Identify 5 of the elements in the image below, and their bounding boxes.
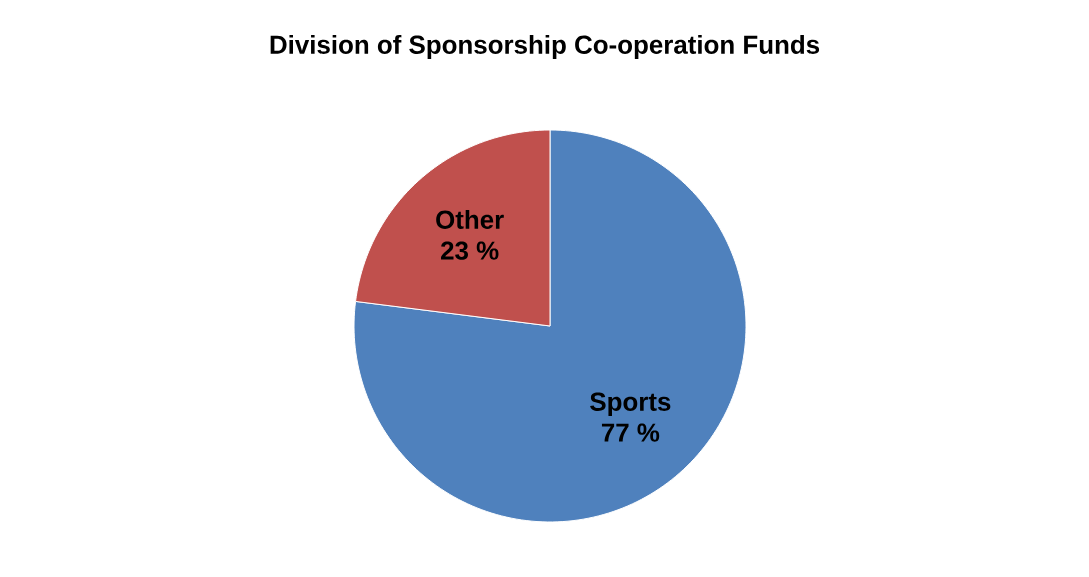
- data-label: 77 %: [601, 423, 660, 442]
- slice-label: Sports: [590, 392, 671, 417]
- slice-label: Other: [436, 209, 504, 229]
- data-label: 23 %: [441, 241, 499, 260]
- chart-title: Division of Sponsorship Co-operation Funds: [270, 34, 820, 60]
